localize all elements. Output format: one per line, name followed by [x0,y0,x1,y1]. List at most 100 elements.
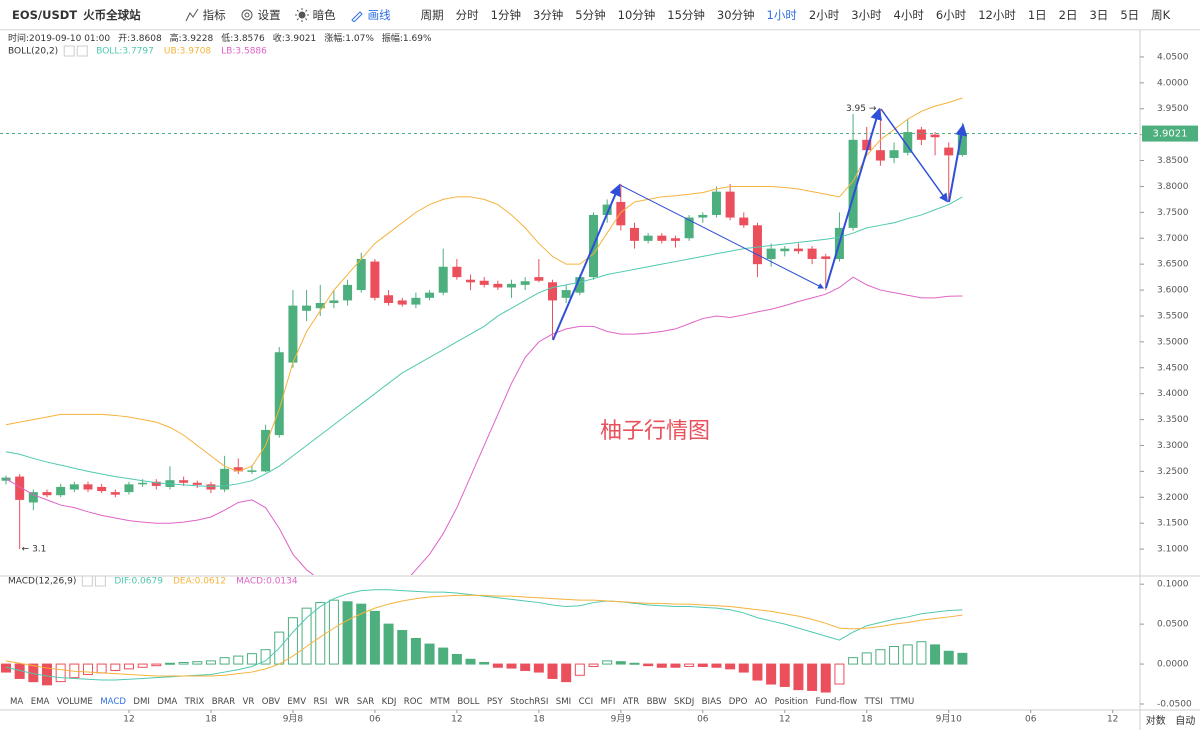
candle-body [862,139,872,151]
period-option[interactable]: 2小时 [808,7,840,22]
macd-bar [479,661,490,665]
indicator-tab[interactable]: OBV [261,697,280,707]
indicator-tab[interactable]: TRIX [184,697,205,707]
indicator-tab[interactable]: WR [334,697,350,707]
candle-body [821,256,831,259]
axis-control[interactable]: 对数 [1145,716,1166,727]
axis-control[interactable]: 自动 [1175,716,1196,727]
period-menu[interactable]: 周期 [420,7,444,22]
y-tick-label: 4.0000 [1157,78,1189,88]
macd-bar [301,607,312,665]
candle-body [629,227,639,241]
indicator-tab[interactable]: ROC [403,697,423,707]
x-tick-label: 9月8 [283,714,304,725]
period-option[interactable]: 6小时 [935,7,967,22]
info-item: 振幅:1.69% [381,34,432,44]
period-option[interactable]: 10分钟 [617,7,656,22]
period-option[interactable]: 2日 [1058,7,1078,22]
period-option[interactable]: 15分钟 [667,7,705,22]
indicator-tab[interactable]: DMA [157,697,178,707]
x-tick-label: 9月9 [611,714,632,725]
indicator-tab[interactable]: VOLUME [56,697,93,707]
tool-button[interactable]: 画线 [350,7,391,23]
period-option[interactable]: 12小时 [978,7,1016,22]
candle-body [83,484,93,490]
indicator-tab[interactable]: DPO [728,697,748,707]
legend-button[interactable] [81,575,93,587]
candle-body [302,305,312,311]
period-option[interactable]: 1日 [1027,7,1047,22]
indicator-tab[interactable]: PSY [486,697,503,707]
indicator-tab[interactable]: Position [774,697,809,707]
indicator-tab[interactable]: TTSI [864,697,883,707]
plot-area [1,97,967,575]
macd-bar [492,663,503,668]
user-drawings[interactable] [552,107,968,341]
toolbar: EOS/USDT 火币全球站 指标 设置 暗色 画线 周期 分时 1分钟 3分钟 5分… [0,0,1200,30]
period-option[interactable]: 3日 [1089,7,1109,22]
tool-button[interactable]: 指标 [185,7,226,23]
indicator-tab[interactable]: SKDJ [674,697,695,707]
y-tick-label: 3.3500 [1157,415,1189,425]
candle-body [698,214,708,218]
info-item: 收:3.9021 [272,34,317,44]
indicator-tab[interactable]: VR [242,697,255,707]
macd-bar [110,663,121,671]
indicator-tab[interactable]: AO [754,697,768,707]
candle-body [329,300,339,304]
indicator-tab[interactable]: EMV [287,697,307,707]
candle-body [725,191,735,218]
macd-bar [779,663,790,687]
candle-body [233,467,243,472]
indicator-tab[interactable]: TTMU [890,697,915,707]
indicator-tab[interactable]: ATR [622,697,640,707]
x-tick-label: 18 [861,715,873,725]
price-annotation: 3.95 → [846,104,877,114]
indicator-tab[interactable]: CCI [578,697,594,707]
candle-body [944,147,954,156]
tool-button[interactable]: 设置 [240,7,281,23]
macd-bar [438,647,449,665]
candle-body [28,492,38,503]
period-option[interactable]: 4小时 [893,7,924,22]
candle-body [220,468,230,490]
candle-body [752,225,762,265]
legend-entry: MACD:0.0134 [236,577,298,587]
indicator-tab[interactable]: RSI [313,697,328,707]
info-item: 高:3.9228 [169,34,214,44]
indicator-tab[interactable]: DMI [133,697,150,707]
indicator-tab[interactable]: KDJ [381,697,397,707]
indicator-line [5,276,963,575]
indicator-tab[interactable]: BIAS [701,697,722,707]
period-option[interactable]: 周K [1151,7,1171,22]
indicator-tab[interactable]: MFI [600,697,616,707]
indicator-tab[interactable]: BBW [646,697,667,707]
legend-button[interactable] [63,45,75,57]
period-option[interactable]: 5日 [1120,7,1140,22]
x-tick-label: 9月10 [936,714,962,725]
indicator-tab[interactable]: MACD [100,697,126,707]
candle-body [643,235,653,241]
period-option[interactable]: 3小时 [851,7,882,22]
period-option[interactable]: 1小时 [766,7,797,22]
tool-button[interactable]: 暗色 [294,7,336,23]
indicator-tab[interactable]: MTM [429,697,450,707]
indicator-tab[interactable]: EMA [30,697,50,707]
indicator-tab[interactable]: SMI [555,697,572,707]
legend-button[interactable] [94,575,106,587]
period-option[interactable]: 分时 [455,7,479,22]
period-option[interactable]: 1分钟 [490,7,521,22]
ohlc-info: 时间:2019-09-10 01:00 开:3.8608 高:3.9228 低:3.8… [8,31,432,44]
period-option[interactable]: 30分钟 [716,7,755,22]
indicator-tab[interactable]: SAR [356,697,375,707]
indicator-tab[interactable]: StochRSI [510,697,549,707]
symbol[interactable]: EOS/USDT [12,7,78,22]
legend-button[interactable] [76,45,88,57]
indicator-tab[interactable]: BRAR [211,697,236,707]
period-option[interactable]: 5分钟 [575,7,606,22]
indicator-tab[interactable]: MA [10,697,24,707]
indicator-tab[interactable]: BOLL [457,697,480,707]
macd-bar [82,663,93,675]
indicator-tab[interactable]: Fund-flow [815,697,858,707]
period-option[interactable]: 3分钟 [532,7,564,22]
